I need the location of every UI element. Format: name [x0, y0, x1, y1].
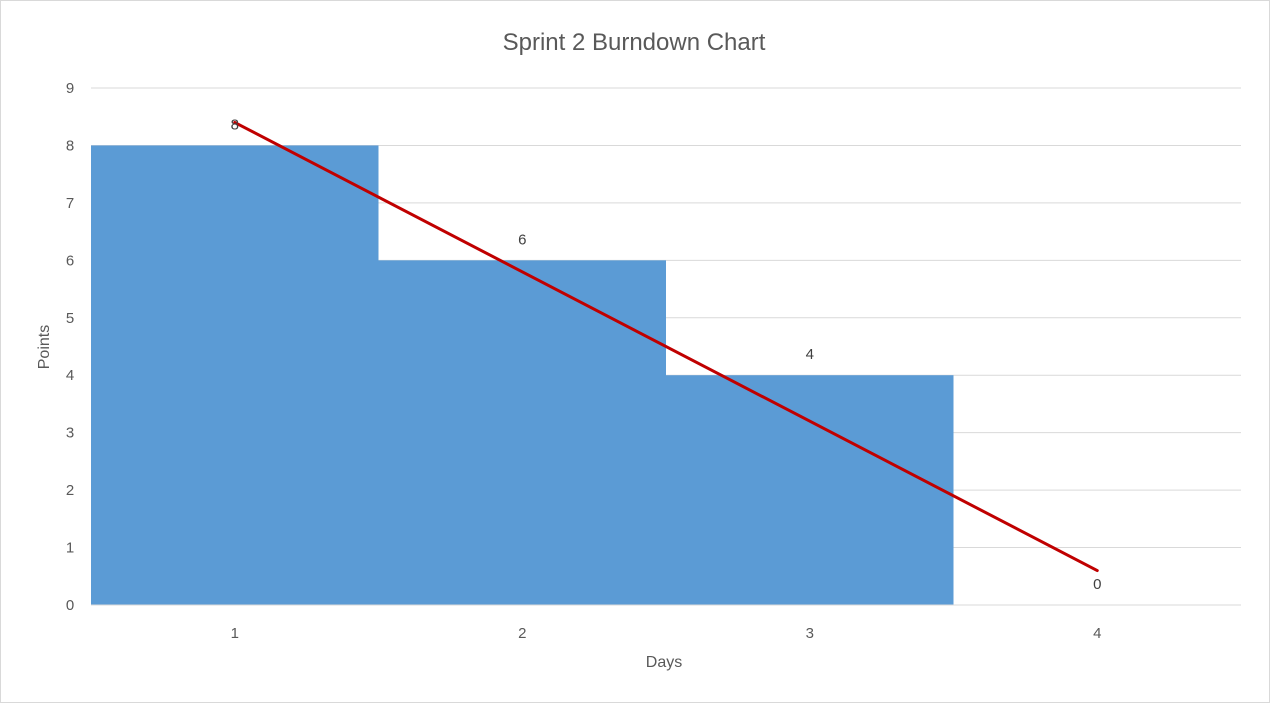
bar [666, 375, 954, 605]
y-tick-label: 8 [66, 137, 74, 154]
x-tick-label: 4 [1093, 625, 1101, 642]
chart-title: Sprint 2 Burndown Chart [503, 29, 766, 56]
bars-layer [91, 145, 954, 605]
bar [91, 145, 379, 605]
x-axis-title: Days [646, 654, 682, 671]
bar [378, 260, 666, 605]
ideal-trendline [233, 120, 1099, 573]
y-tick-label: 0 [66, 597, 74, 614]
x-tick-label: 1 [231, 625, 239, 642]
y-tick-label: 4 [66, 367, 74, 384]
data-label: 4 [806, 346, 814, 363]
trendline-layer [233, 120, 1099, 573]
y-axis-title: Points [36, 325, 53, 369]
axis-layer: 1 2 3 4 [91, 604, 1241, 642]
y-tick-label: 2 [66, 482, 74, 499]
y-tick-label: 3 [66, 425, 74, 442]
data-label: 6 [518, 231, 526, 248]
y-tick-label: 5 [66, 310, 74, 327]
y-tick-label: 1 [66, 540, 74, 557]
x-tick-label: 2 [518, 625, 526, 642]
y-tick-label: 9 [66, 80, 74, 97]
x-tick-label: 3 [806, 625, 814, 642]
labels-layer: 8 6 4 0 [231, 116, 1102, 593]
data-label: 8 [231, 116, 239, 133]
y-tick-label: 7 [66, 195, 74, 212]
y-tick-label: 6 [66, 252, 74, 269]
data-label: 0 [1093, 576, 1101, 593]
